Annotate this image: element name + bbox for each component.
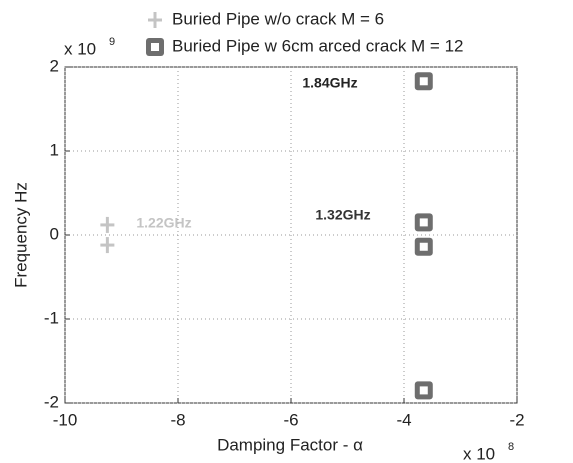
- y-axis-label: Frequency Hz: [11, 182, 30, 288]
- legend-label: Buried Pipe w 6cm arced crack M = 12: [172, 36, 463, 55]
- x-multiplier-exp: 8: [508, 441, 514, 453]
- point: [100, 237, 115, 254]
- y-multiplier-exp: 9: [109, 36, 115, 48]
- legend-label: Buried Pipe w/o crack M = 6: [172, 9, 384, 28]
- y-tick-label: -2: [44, 392, 59, 411]
- x-tick-label: -8: [170, 410, 185, 429]
- y-tick-label: 1: [50, 140, 59, 159]
- point-inner: [419, 77, 428, 86]
- y-tick-label: -1: [44, 308, 59, 327]
- x-tick-label: -2: [509, 410, 524, 429]
- y-tick-label: 2: [50, 56, 59, 75]
- annotation: 1.32GHz: [315, 207, 370, 223]
- point: [100, 216, 115, 233]
- point-inner: [419, 218, 428, 227]
- y-multiplier: x 10: [64, 39, 96, 58]
- y-tick-label: 0: [50, 224, 59, 243]
- point-inner: [419, 386, 428, 395]
- x-tick-label: -4: [396, 410, 411, 429]
- annotation: 1.22GHz: [136, 215, 191, 231]
- x-tick-label: -10: [53, 410, 78, 429]
- x-multiplier: x 10: [463, 444, 495, 463]
- point-inner: [419, 242, 428, 251]
- point-inner: [151, 43, 159, 51]
- point: [148, 12, 162, 28]
- x-axis-label: Damping Factor - α: [217, 435, 363, 454]
- x-tick-label: -6: [283, 410, 298, 429]
- annotation: 1.84GHz: [302, 75, 357, 91]
